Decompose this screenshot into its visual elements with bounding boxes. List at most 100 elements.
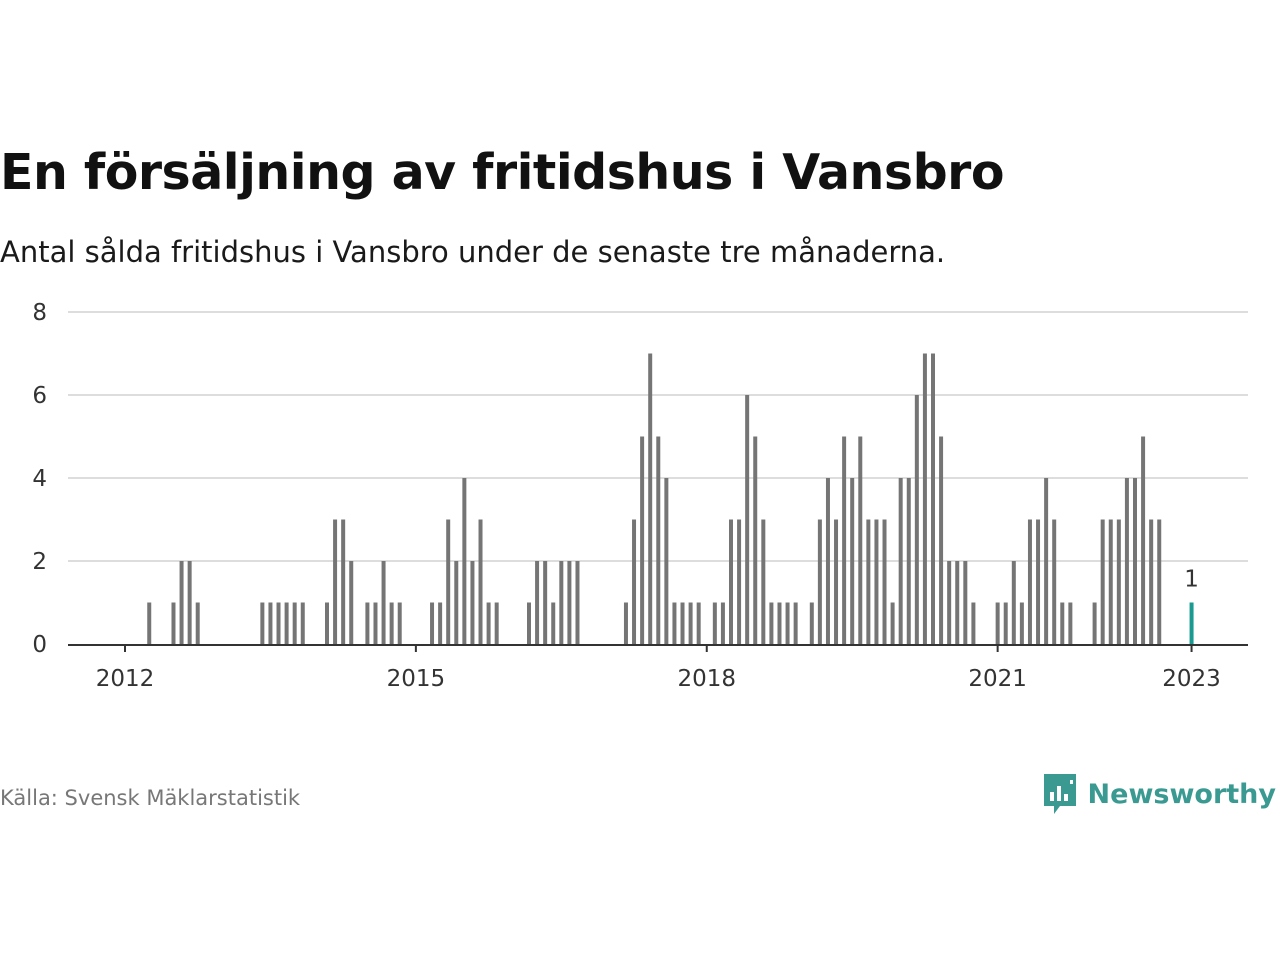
- bar: [1003, 602, 1008, 644]
- bar: [1060, 602, 1065, 644]
- bar: [284, 602, 289, 644]
- data-label-latest: 1: [1184, 567, 1199, 593]
- bar: [543, 561, 548, 644]
- bar: [1141, 436, 1146, 644]
- bar: [842, 436, 847, 644]
- bar: [664, 478, 669, 644]
- bar: [397, 602, 402, 644]
- bar: [147, 602, 152, 644]
- bar: [494, 602, 499, 644]
- bar: [292, 602, 297, 644]
- bar: [1036, 519, 1041, 644]
- bar: [777, 602, 782, 644]
- bar: [300, 602, 305, 644]
- bar: [260, 602, 265, 644]
- bar-chart: 1 0 2 4 6 8 2012 2015 2018 2021 2023: [32, 300, 1248, 692]
- bar: [389, 602, 394, 644]
- bar: [623, 602, 628, 644]
- x-tick-label: 2018: [677, 666, 736, 692]
- bar: [1011, 561, 1016, 644]
- bar: [712, 602, 717, 644]
- chart-title: En försäljning av fritidshus i Vansbro: [0, 144, 1005, 201]
- bar: [874, 519, 879, 644]
- chart-subtitle: Antal sålda fritidshus i Vansbro under d…: [0, 235, 946, 269]
- bar: [1116, 519, 1121, 644]
- source-note: Källa: Svensk Mäklarstatistik: [0, 786, 301, 810]
- bar: [995, 602, 1000, 644]
- bar: [470, 561, 475, 644]
- bar: [365, 602, 370, 644]
- axes: 0 2 4 6 8 2012 2015 2018 2021 2023: [32, 300, 1248, 692]
- bar: [761, 519, 766, 644]
- bar: [1149, 519, 1154, 644]
- bar: [1100, 519, 1105, 644]
- bar: [858, 436, 863, 644]
- bar: [931, 353, 935, 644]
- bar: [825, 478, 830, 644]
- bar: [535, 561, 540, 644]
- bar: [656, 436, 661, 644]
- bar: [1133, 478, 1137, 644]
- bar: [462, 478, 467, 644]
- bar: [1027, 519, 1032, 644]
- bar: [640, 436, 645, 644]
- x-tick-label: 2021: [968, 666, 1027, 692]
- bar: [688, 602, 693, 644]
- bar: [333, 519, 338, 644]
- bar: [1068, 602, 1073, 644]
- y-tick-label: 8: [32, 300, 47, 326]
- bar: [850, 478, 855, 644]
- bar: [179, 561, 184, 644]
- bar: [809, 602, 814, 644]
- y-tick-label: 0: [32, 632, 47, 658]
- bar: [446, 519, 451, 644]
- bar: [349, 561, 354, 644]
- bar: [737, 519, 742, 644]
- bar: [567, 561, 572, 644]
- y-tick-label: 2: [32, 549, 47, 575]
- bar: [963, 561, 968, 644]
- bar: [898, 478, 903, 644]
- bar: [632, 519, 637, 644]
- bar: [559, 561, 564, 644]
- bar: [341, 519, 346, 644]
- bar: [785, 602, 790, 644]
- bar: [171, 602, 176, 644]
- bar: [753, 436, 758, 644]
- bar: [527, 602, 531, 644]
- bar: [890, 602, 895, 644]
- bars: 1: [147, 353, 1201, 644]
- bar: [268, 602, 273, 644]
- bar: [648, 353, 653, 644]
- bar: [882, 519, 887, 644]
- bar: [914, 395, 919, 644]
- bar: [729, 519, 733, 644]
- bar: [1052, 519, 1057, 644]
- bar: [769, 602, 774, 644]
- bar: [438, 602, 443, 644]
- bar: [187, 561, 192, 644]
- bar: [486, 602, 491, 644]
- bar: [906, 478, 911, 644]
- bar: [1092, 602, 1097, 644]
- bar: [866, 519, 871, 644]
- bar: [551, 602, 556, 644]
- bar: [745, 395, 750, 644]
- brand-logo[interactable]: Newsworthy: [1042, 772, 1276, 816]
- bar: [939, 436, 944, 644]
- x-tick-label: 2012: [96, 666, 155, 692]
- bar: [947, 561, 952, 644]
- bar: [793, 602, 798, 644]
- bar: [1124, 478, 1129, 644]
- bar: [325, 602, 329, 644]
- bar: [276, 602, 281, 644]
- bar: [1019, 602, 1024, 644]
- x-tick-label: 2023: [1162, 666, 1221, 692]
- bar: [680, 602, 685, 644]
- x-tick-label: 2015: [387, 666, 446, 692]
- bar: [478, 519, 483, 644]
- newsworthy-logo-icon: [1043, 774, 1076, 814]
- bar: [672, 602, 677, 644]
- bar: [373, 602, 378, 644]
- brand-name: Newsworthy: [1087, 778, 1276, 810]
